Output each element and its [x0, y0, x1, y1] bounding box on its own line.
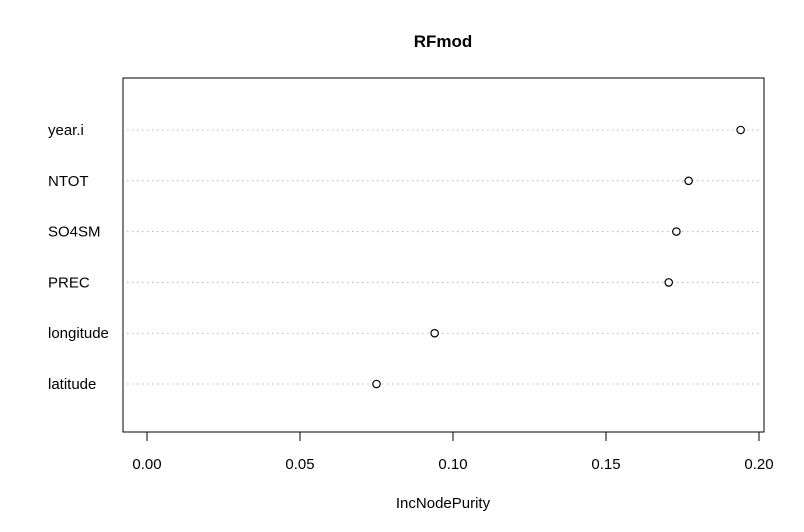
variable-label: PREC: [48, 274, 90, 291]
data-point: [684, 176, 693, 186]
x-tick-label: 0.10: [438, 456, 467, 473]
x-tick-label: 0.00: [132, 456, 161, 473]
x-tick-label: 0.20: [744, 456, 773, 473]
x-axis-label: IncNodePurity: [396, 495, 491, 512]
plot-frame: [122, 77, 765, 433]
data-point: [372, 379, 381, 389]
variable-label: NTOT: [48, 173, 89, 190]
variable-label: SO4SM: [48, 224, 101, 241]
data-point: [672, 227, 681, 236]
data-point: [736, 125, 745, 135]
data-point: [430, 328, 439, 338]
x-tick-label: 0.15: [591, 456, 620, 473]
variable-label: year.i: [48, 122, 84, 139]
x-tick-label: 0.05: [285, 456, 314, 473]
variable-label: latitude: [48, 376, 96, 393]
chart-title: RFmod: [414, 32, 473, 51]
data-point: [664, 278, 674, 287]
variable-label: longitude: [48, 325, 109, 342]
